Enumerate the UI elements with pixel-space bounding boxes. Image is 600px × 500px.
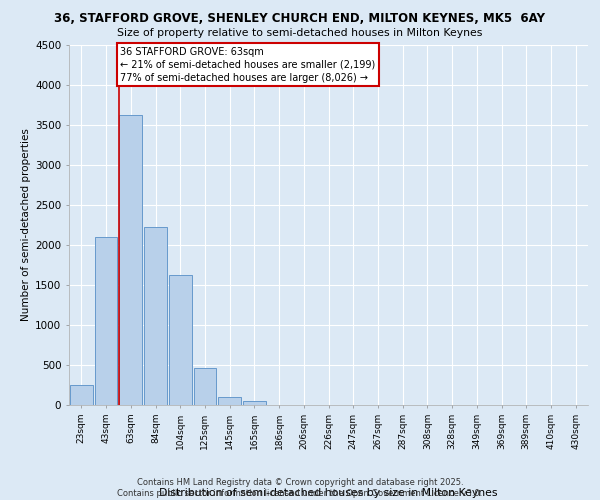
Text: 36, STAFFORD GROVE, SHENLEY CHURCH END, MILTON KEYNES, MK5  6AY: 36, STAFFORD GROVE, SHENLEY CHURCH END, … [55, 12, 545, 26]
Bar [218, 398, 241, 405]
Text: 36 STAFFORD GROVE: 63sqm
← 21% of semi-detached houses are smaller (2,199)
77% o: 36 STAFFORD GROVE: 63sqm ← 21% of semi-d… [121, 46, 376, 83]
Bar [243, 402, 266, 405]
Bar [70, 385, 93, 405]
Text: Size of property relative to semi-detached houses in Milton Keynes: Size of property relative to semi-detach… [118, 28, 482, 38]
Bar [119, 116, 142, 405]
Y-axis label: Number of semi-detached properties: Number of semi-detached properties [21, 128, 31, 322]
Bar [95, 237, 118, 405]
Bar [144, 226, 167, 405]
Bar [194, 368, 216, 405]
Bar [169, 276, 191, 405]
Text: Contains HM Land Registry data © Crown copyright and database right 2025.
Contai: Contains HM Land Registry data © Crown c… [118, 478, 482, 498]
X-axis label: Distribution of semi-detached houses by size in Milton Keynes: Distribution of semi-detached houses by … [159, 488, 498, 498]
